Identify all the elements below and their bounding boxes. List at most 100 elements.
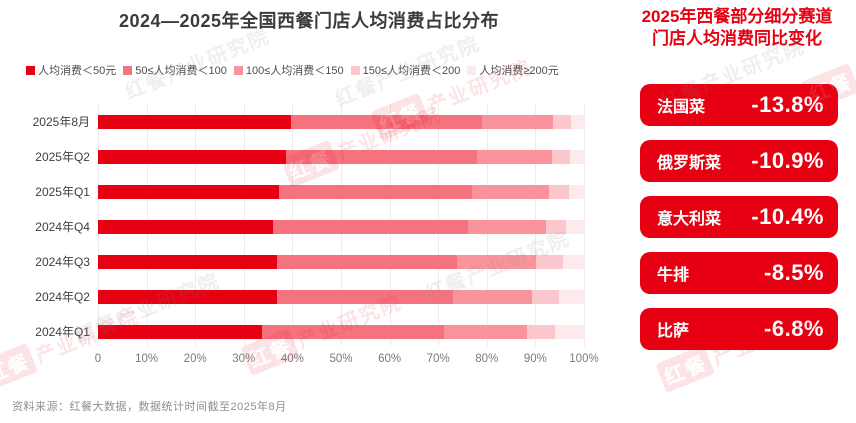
legend-swatch-icon <box>233 65 243 75</box>
category-label: 2025年Q1 <box>35 185 90 199</box>
category-change-badge: 法国菜 -13.8% <box>640 84 838 126</box>
bar-segment <box>548 185 569 199</box>
legend-label: 50≤人均消费＜100 <box>135 65 227 77</box>
bar-segment <box>98 255 277 269</box>
bar-segment <box>290 115 483 129</box>
bar-segment <box>568 185 584 199</box>
category-change-badge: 意大利菜 -10.4% <box>640 196 838 238</box>
side-panel-title-line1: 2025年西餐部分细分赛道 <box>641 7 833 26</box>
badge-label: 意大利菜 <box>657 211 722 228</box>
badge-value: -8.5% <box>764 260 824 285</box>
x-tick-label: 60% <box>378 353 402 365</box>
bar-segment <box>482 115 553 129</box>
x-tick-label: 10% <box>135 353 159 365</box>
gridline <box>584 103 585 346</box>
bar-row <box>98 150 584 164</box>
bar-segment <box>554 325 584 339</box>
category-label: 2024年Q1 <box>35 325 90 339</box>
legend-item: 人均消费＜50元 <box>26 62 116 78</box>
category-label: 2024年Q4 <box>35 220 90 234</box>
x-tick-label: 70% <box>426 353 450 365</box>
badge-value: -6.8% <box>764 316 824 341</box>
bar-segment <box>98 115 291 129</box>
bar-segment <box>276 290 453 304</box>
category-change-badge: 俄罗斯菜 -10.9% <box>640 140 838 182</box>
bar-segment <box>558 290 584 304</box>
x-tick-label: 50% <box>329 353 353 365</box>
bar-segment <box>471 185 549 199</box>
category-change-badge: 比萨 -6.8% <box>640 308 838 350</box>
bar-chart: 2025年8月 2025年Q2 2025年Q1 2024年Q4 2024年Q3 2024年… <box>33 103 599 365</box>
legend-swatch-icon <box>350 65 360 75</box>
x-tick-label: 30% <box>232 353 256 365</box>
x-tick-label: 0 <box>94 353 102 365</box>
legend-swatch-icon <box>26 65 35 75</box>
bar-segment <box>98 150 287 164</box>
bar-segment <box>536 255 563 269</box>
bar-row <box>98 325 584 339</box>
badge-value: -10.9% <box>751 148 824 173</box>
side-panel-title: 2025年西餐部分细分赛道 门店人均消费同比变化 <box>618 6 856 50</box>
x-tick-label: 40% <box>280 353 304 365</box>
x-tick-label: 20% <box>183 353 207 365</box>
side-panel-title-line2: 门店人均消费同比变化 <box>652 29 822 48</box>
bar-segment <box>552 150 570 164</box>
legend-label: 150≤人均消费＜200 <box>362 65 461 77</box>
category-label: 2025年8月 <box>32 115 90 129</box>
bar-segment <box>286 150 477 164</box>
bar-row <box>98 185 584 199</box>
chart-legend: 人均消费＜50元 50≤人均消费＜100 100≤人均消费＜150 150≤人均消费＜… <box>26 62 611 78</box>
badge-label: 比萨 <box>657 323 690 340</box>
bar-segment <box>562 255 584 269</box>
bar-segment <box>273 220 468 234</box>
badge-value: -10.4% <box>751 204 824 229</box>
source-note: 资料来源：红餐大数据，数据统计时间截至2025年8月 <box>12 401 287 413</box>
legend-label: 人均消费＜50元 <box>38 65 117 77</box>
bar-segment <box>565 220 584 234</box>
watermark-logo-icon: 红餐 <box>0 342 39 391</box>
bar-segment <box>527 325 555 339</box>
bar-segment <box>546 220 566 234</box>
badge-value: -13.8% <box>751 92 824 117</box>
watermark-logo-icon: 红餐 <box>655 344 716 393</box>
category-label: 2024年Q3 <box>35 255 90 269</box>
legend-label: 100≤人均消费＜150 <box>245 65 344 77</box>
category-change-badge: 牛排 -8.5% <box>640 252 838 294</box>
legend-item: 人均消费≥200元 <box>467 62 559 78</box>
bar-segment <box>98 220 274 234</box>
bar-segment <box>476 150 553 164</box>
bar-segment <box>278 185 472 199</box>
legend-item: 100≤人均消费＜150 <box>233 62 344 78</box>
bar-segment <box>457 255 537 269</box>
category-label: 2025年Q2 <box>35 150 90 164</box>
legend-swatch-icon <box>123 65 133 75</box>
bar-segment <box>452 290 532 304</box>
bar-segment <box>98 325 262 339</box>
bar-segment <box>570 115 584 129</box>
bar-segment <box>98 290 277 304</box>
bar-row <box>98 255 584 269</box>
x-tick-label: 80% <box>475 353 499 365</box>
bar-row <box>98 115 584 129</box>
legend-swatch-icon <box>467 65 477 75</box>
x-tick-label: 100% <box>569 353 599 365</box>
chart-title: 2024—2025年全国西餐门店人均消费占比分布 <box>118 11 500 31</box>
bar-segment <box>261 325 445 339</box>
legend-item: 50≤人均消费＜100 <box>123 62 227 78</box>
category-label: 2024年Q2 <box>35 290 90 304</box>
badge-label: 法国菜 <box>657 99 706 116</box>
bar-segment <box>569 150 584 164</box>
bar-segment <box>444 325 528 339</box>
legend-label: 人均消费≥200元 <box>479 65 559 77</box>
badge-label: 牛排 <box>657 267 690 284</box>
x-tick-label: 90% <box>523 353 547 365</box>
bar-row <box>98 220 584 234</box>
bar-segment <box>531 290 559 304</box>
bar-segment <box>552 115 571 129</box>
bar-segment <box>467 220 547 234</box>
bar-segment <box>98 185 279 199</box>
bar-row <box>98 290 584 304</box>
bar-segment <box>276 255 458 269</box>
badge-label: 俄罗斯菜 <box>657 155 722 172</box>
